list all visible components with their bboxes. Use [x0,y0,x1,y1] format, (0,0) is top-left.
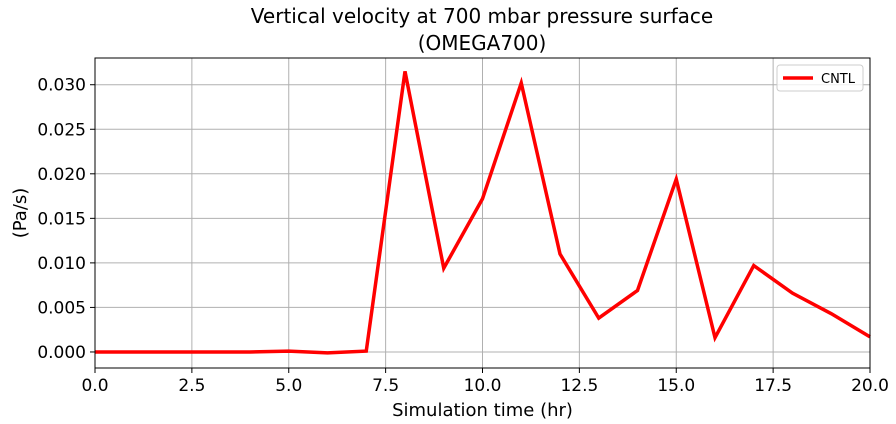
x-tick-label: 10.0 [464,376,502,396]
legend-label: CNTL [821,72,856,87]
x-tick-label: 2.5 [178,376,205,396]
y-tick-label: 0.015 [37,209,86,229]
ticks: 0.0 2.5 5.0 7.5 10.0 12.5 15.0 17.5 20.0 0.000 0.0… [37,76,889,396]
y-tick-label: 0.010 [37,254,86,274]
chart-title-line1: Vertical velocity at 700 mbar pressure s… [251,4,713,28]
series-line-cntl [95,71,871,355]
x-tick-label: 20.0 [851,376,889,396]
legend-frame [776,64,864,92]
legend: CNTL [776,64,864,92]
x-tick-label: 0.0 [81,376,108,396]
x-tick-label: 12.5 [560,376,598,396]
y-tick-label: 0.025 [37,120,86,140]
x-axis-label: Simulation time (hr) [392,400,573,421]
chart-title-line2: (OMEGA700) [418,31,547,55]
y-axis-label: (Pa/s) [10,188,31,239]
x-tick-label: 7.5 [372,376,399,396]
y-tick-label: 0.005 [37,298,86,318]
y-tick-label: 0.000 [37,343,86,363]
x-tick-label: 17.5 [754,376,792,396]
series-layer [95,71,871,355]
x-tick-label: 15.0 [657,376,695,396]
grid [94,58,871,368]
y-tick-label: 0.020 [37,165,86,185]
y-tick-label: 0.030 [37,76,86,96]
x-tick-label: 5.0 [275,376,302,396]
